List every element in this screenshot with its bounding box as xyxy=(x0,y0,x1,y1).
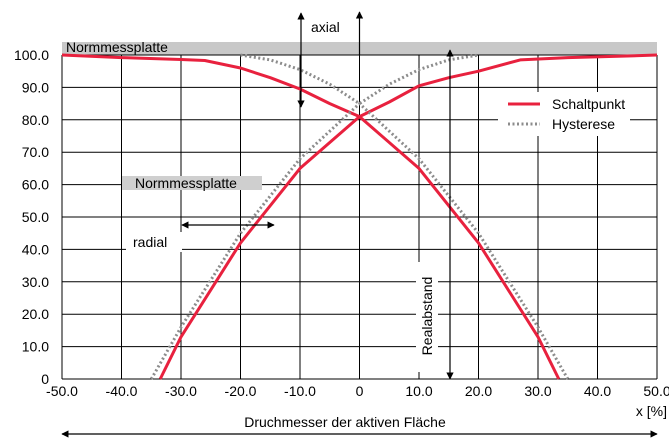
x-tick-label: -50.0 xyxy=(46,383,78,399)
y-tick-label: 0 xyxy=(41,371,49,387)
series-layer xyxy=(61,53,658,380)
radial-label: radial xyxy=(133,234,167,250)
series-line-schaltpunkt-radial xyxy=(158,115,561,380)
y-tick-label: 40.0 xyxy=(22,241,49,257)
x-tick-label: 0 xyxy=(356,383,364,399)
x-tick-label: -30.0 xyxy=(165,383,197,399)
x-tick-label: -10.0 xyxy=(284,383,316,399)
y-tick-label: 20.0 xyxy=(22,306,49,322)
axial-label: axial xyxy=(311,19,340,35)
x-tick-label: 40.0 xyxy=(584,383,611,399)
series-line-hysterese-axial xyxy=(240,53,479,106)
normmessplatte-label-top: Normmessplatte xyxy=(66,39,168,55)
y-tick-label: 90.0 xyxy=(22,79,49,95)
y-tick-label: 10.0 xyxy=(22,339,49,355)
radial-label-bg xyxy=(126,232,182,252)
x-tick-label: 50.0 xyxy=(643,383,669,399)
realabstand-label-bg xyxy=(416,262,438,372)
annotations: Normmessplatte Normmessplatte axial radial R… xyxy=(61,12,658,438)
y-tick-label: 30.0 xyxy=(22,274,49,290)
y-tick-label: 60.0 xyxy=(22,177,49,193)
series-line-hysterese-radial xyxy=(149,102,570,380)
tick-labels: -50.0 -40.0 -30.0 -20.0 -10.0 0 10.0 20.0 30.0 40… xyxy=(14,47,669,419)
y-tick-label: 100.0 xyxy=(14,47,49,63)
axial-label-bg xyxy=(306,16,350,38)
normmessplatte-band-mid xyxy=(122,176,262,190)
grid xyxy=(61,11,658,380)
legend-label-schaltpunkt: Schaltpunkt xyxy=(552,96,625,112)
x-tick-label: -40.0 xyxy=(106,383,138,399)
x-tick-label: -20.0 xyxy=(225,383,257,399)
realabstand-label: Realabstand xyxy=(419,277,435,356)
xlabel-bg xyxy=(212,412,478,432)
legend-label-hysterese: Hysterese xyxy=(552,116,615,132)
x-tick-label: 30.0 xyxy=(524,383,551,399)
y-tick-label: 80.0 xyxy=(22,112,49,128)
normmessplatte-label-mid: Normmessplatte xyxy=(135,175,237,191)
x-tick-label: 10.0 xyxy=(405,383,432,399)
y-tick-label: 70.0 xyxy=(22,144,49,160)
legend-box xyxy=(498,92,630,136)
x-tick-label: 20.0 xyxy=(465,383,492,399)
x-unit-label: x [%] xyxy=(636,403,667,419)
x-axis-label: Druchmesser der aktiven Fläche xyxy=(244,414,446,430)
y-tick-label: 50.0 xyxy=(22,209,49,225)
